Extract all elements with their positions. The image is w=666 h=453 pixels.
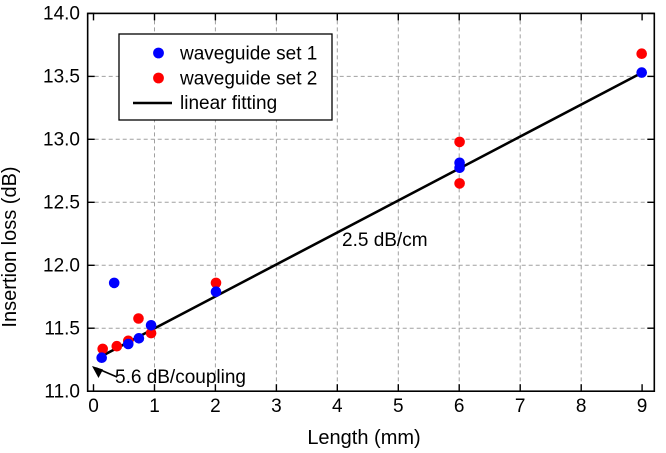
svg-text:0: 0 [88,396,99,417]
svg-text:13.5: 13.5 [43,67,80,88]
svg-text:9: 9 [637,396,648,417]
svg-text:5: 5 [393,396,404,417]
svg-text:6: 6 [454,396,465,417]
svg-text:Insertion loss (dB): Insertion loss (dB) [0,166,21,327]
svg-text:4: 4 [332,396,343,417]
svg-text:linear fitting: linear fitting [180,93,277,114]
svg-text:12.5: 12.5 [43,193,80,214]
svg-text:2: 2 [210,396,221,417]
svg-text:waveguide set 2: waveguide set 2 [179,69,317,90]
svg-text:7: 7 [515,396,526,417]
svg-text:11.5: 11.5 [44,319,80,340]
svg-text:11.0: 11.0 [44,382,80,403]
svg-text:5.6 dB/coupling: 5.6 dB/coupling [115,367,246,388]
svg-text:2.5 dB/cm: 2.5 dB/cm [342,230,428,251]
svg-text:14.0: 14.0 [43,4,80,25]
svg-text:waveguide set 1: waveguide set 1 [179,44,317,65]
svg-text:8: 8 [576,396,587,417]
svg-text:1: 1 [149,396,160,417]
svg-text:13.0: 13.0 [43,130,80,151]
svg-text:12.0: 12.0 [43,256,80,277]
svg-text:Length (mm): Length (mm) [307,427,420,449]
svg-text:3: 3 [271,396,282,417]
